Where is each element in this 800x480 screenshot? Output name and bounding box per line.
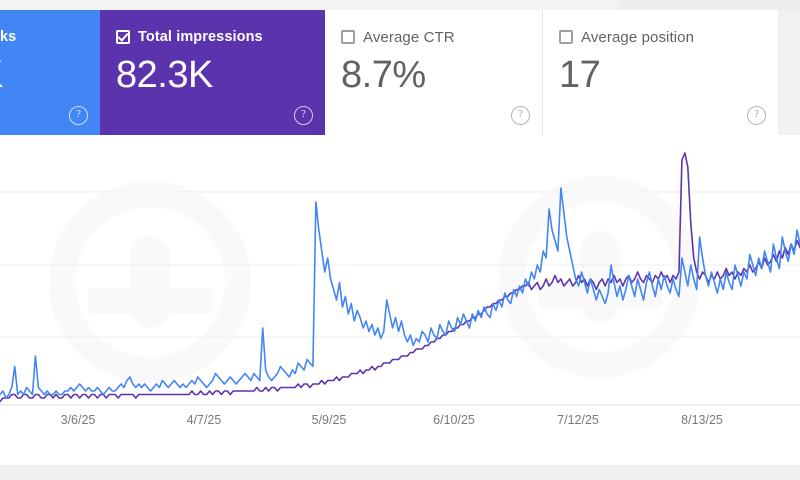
top-gutter-right	[620, 0, 800, 10]
metric-value-average-position: 17	[559, 54, 601, 96]
performance-chart[interactable]: 3/6/25 4/7/25 5/9/25 6/10/25 7/12/25 8/13/25	[0, 135, 800, 465]
top-gutter	[0, 0, 800, 10]
series-line-total-impressions	[0, 152, 800, 403]
x-axis-tick-label: 8/13/25	[681, 413, 723, 427]
metric-card-header: Total impressions	[116, 28, 309, 46]
metric-label-total-clicks: ks	[0, 29, 17, 45]
x-axis-tick-label: 7/12/25	[557, 413, 599, 427]
metric-card-header: ks	[0, 28, 84, 46]
x-axis-tick-label: 5/9/25	[311, 413, 347, 427]
metric-value-total-clicks: K	[0, 55, 84, 96]
metric-label-total-impressions: Total impressions	[138, 29, 263, 45]
metric-card-total-impressions[interactable]: Total impressions 82.3K ?	[100, 10, 325, 135]
chart-gridlines	[0, 191, 800, 338]
x-axis-tick-label: 6/10/25	[433, 413, 475, 427]
metric-value-average-ctr: 8.7%	[341, 54, 426, 96]
x-axis-tick-label: 4/7/25	[186, 413, 222, 427]
metric-value-total-impressions: 82.3K	[116, 54, 213, 96]
metric-card-average-ctr[interactable]: Average CTR 8.7% ?	[325, 10, 543, 135]
checkbox-icon[interactable]	[116, 30, 130, 44]
chart-canvas	[0, 152, 800, 406]
checkbox-icon[interactable]	[559, 30, 573, 44]
metric-card-header: Average position	[559, 28, 762, 46]
help-icon[interactable]: ?	[511, 106, 530, 125]
metric-label-average-position: Average position	[581, 28, 695, 46]
series-line-total-clicks	[0, 187, 800, 399]
metric-card-total-clicks[interactable]: ks K ?	[0, 10, 100, 135]
metric-card-header: Average CTR	[341, 28, 526, 46]
help-icon[interactable]: ?	[747, 106, 766, 125]
checkbox-icon[interactable]	[341, 30, 355, 44]
chart-x-axis-labels: 3/6/25 4/7/25 5/9/25 6/10/25 7/12/25 8/13/25	[0, 413, 800, 437]
metrics-row: ks K ? Total impressions 82.3K ? Average…	[0, 10, 778, 135]
x-axis-tick-label: 3/6/25	[60, 413, 96, 427]
footer-band	[0, 465, 800, 480]
metrics-row-right-fill	[778, 10, 800, 135]
help-icon[interactable]: ?	[69, 106, 88, 125]
help-icon[interactable]: ?	[294, 106, 313, 125]
metric-label-average-ctr: Average CTR	[363, 28, 455, 46]
metric-card-average-position[interactable]: Average position 17 ?	[543, 10, 778, 135]
